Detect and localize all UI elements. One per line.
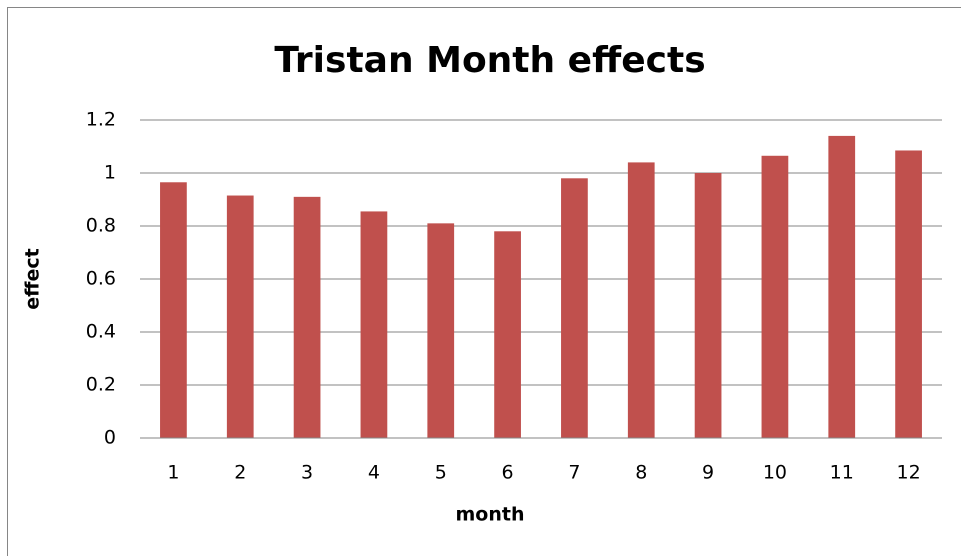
x-tick-label: 4 <box>368 462 380 484</box>
bar <box>761 155 789 438</box>
y-tick-label: 0.8 <box>86 215 116 237</box>
x-tick-label: 7 <box>568 462 580 484</box>
bar <box>694 173 722 438</box>
x-tick-label: 10 <box>763 462 787 484</box>
x-tick-label: 1 <box>167 462 179 484</box>
x-tick-label: 11 <box>830 462 854 484</box>
y-tick-label: 0 <box>104 427 116 449</box>
bar <box>561 178 588 439</box>
bar <box>160 182 187 438</box>
x-tick-label: 6 <box>502 462 514 484</box>
bar <box>627 162 655 438</box>
x-tick-label: 3 <box>301 462 313 484</box>
y-tick-label: 0.6 <box>86 268 116 290</box>
bar <box>226 195 254 438</box>
chart-frame <box>7 7 961 556</box>
x-tick-label: 2 <box>234 462 246 484</box>
x-axis-title: month <box>456 504 525 526</box>
x-tick-label: 12 <box>896 462 920 484</box>
y-tick-label: 1.2 <box>86 109 116 131</box>
chart-title: Tristan Month effects <box>274 40 705 81</box>
bar <box>360 211 388 438</box>
x-tick-label: 9 <box>702 462 714 484</box>
bar <box>895 150 922 438</box>
bar <box>828 135 856 438</box>
y-tick-label: 0.4 <box>86 321 116 343</box>
bar <box>293 196 321 438</box>
bar <box>494 231 521 438</box>
y-tick-label: 1 <box>104 162 116 184</box>
x-tick-label: 8 <box>635 462 647 484</box>
y-tick-label: 0.2 <box>86 374 116 396</box>
y-axis-title: effect <box>22 248 44 310</box>
bar <box>427 223 455 438</box>
x-tick-label: 5 <box>435 462 447 484</box>
